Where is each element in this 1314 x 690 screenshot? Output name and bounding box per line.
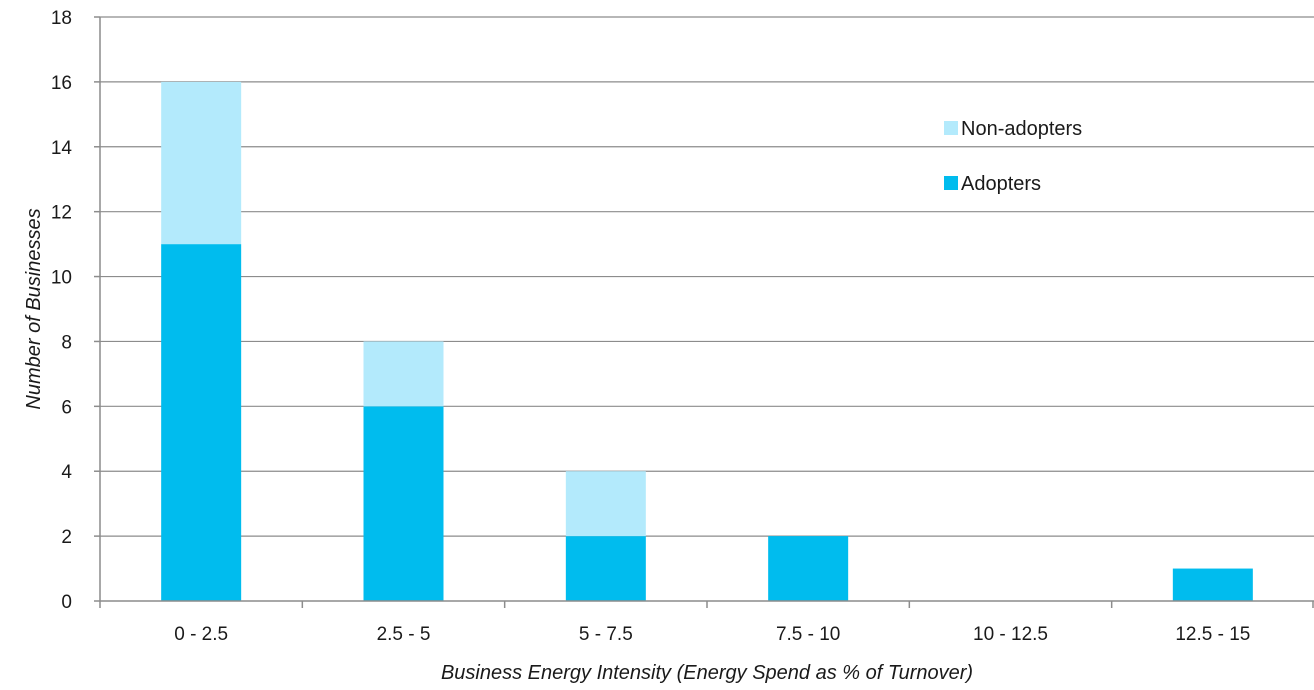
y-tick-label-8: 8 [61, 332, 72, 353]
legend-label-adopters: Adopters [961, 173, 1041, 195]
y-tick-label-6: 6 [61, 397, 72, 418]
x-tick-label-4: 10 - 12.5 [973, 624, 1048, 645]
legend-swatch-adopters [944, 176, 958, 190]
bar-adopters-0 [161, 244, 242, 601]
y-tick-labels: 0 2 4 6 8 10 12 14 16 18 [51, 8, 73, 613]
x-tick-label-0: 0 - 2.5 [174, 624, 228, 645]
y-tick-label-0: 0 [61, 592, 72, 613]
bar-adopters-2 [565, 536, 646, 601]
x-tick-label-3: 7.5 - 10 [776, 624, 840, 645]
y-axis-title: Number of Businesses [23, 208, 45, 409]
y-tick-label-4: 4 [61, 462, 72, 483]
x-axis-title: Business Energy Intensity (Energy Spend … [441, 662, 973, 684]
x-tick-label-1: 2.5 - 5 [377, 624, 431, 645]
y-tick-label-2: 2 [61, 527, 72, 548]
x-tick-label-2: 5 - 7.5 [579, 624, 633, 645]
axes [94, 16, 1314, 608]
y-tick-label-14: 14 [51, 138, 73, 159]
legend-label-non-adopters: Non-adopters [961, 118, 1082, 140]
bar-adopters-1 [363, 406, 444, 601]
x-tick-labels: 0 - 2.5 2.5 - 5 5 - 7.5 7.5 - 10 10 - 12.5 12… [174, 624, 1250, 645]
bars [161, 81, 1253, 601]
bar-adopters-3 [768, 536, 849, 601]
y-tick-label-16: 16 [51, 73, 72, 94]
y-tick-label-10: 10 [51, 268, 72, 289]
gridlines [100, 16, 1314, 537]
legend: Non-adopters Adopters [944, 118, 1082, 195]
bar-adopters-5 [1172, 568, 1253, 601]
y-tick-label-18: 18 [51, 8, 72, 29]
bar-non-adopters-1 [363, 341, 444, 407]
y-tick-label-12: 12 [51, 203, 72, 224]
bar-non-adopters-2 [565, 471, 646, 537]
legend-swatch-non-adopters [944, 121, 958, 135]
x-tick-label-5: 12.5 - 15 [1175, 624, 1250, 645]
bar-non-adopters-0 [161, 81, 242, 245]
